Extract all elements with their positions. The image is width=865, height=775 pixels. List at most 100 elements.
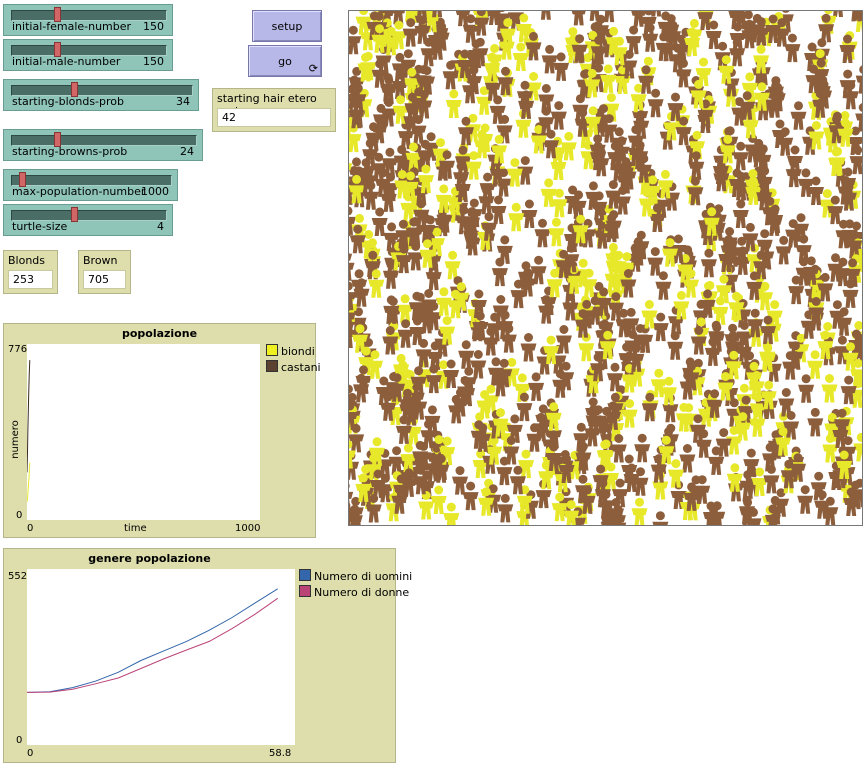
legend-label: biondi	[281, 345, 315, 358]
person-turtle	[610, 434, 627, 463]
slider-knob[interactable]	[18, 172, 26, 187]
person-turtle	[439, 150, 455, 179]
person-turtle	[650, 454, 667, 483]
person-turtle	[638, 65, 655, 94]
plot-title: popolazione	[121, 327, 198, 340]
input-value[interactable]: 42	[217, 108, 331, 127]
person-turtle	[368, 269, 385, 298]
person-turtle	[414, 15, 431, 44]
person-turtle	[751, 467, 768, 496]
person-turtle	[607, 141, 624, 171]
person-turtle	[533, 412, 549, 442]
go-button[interactable]: go ⟳	[248, 45, 322, 77]
person-turtle	[481, 212, 497, 241]
person-turtle	[349, 163, 353, 182]
person-turtle	[827, 253, 844, 282]
person-turtle	[478, 185, 495, 215]
person-turtle	[572, 214, 589, 244]
person-turtle	[545, 402, 562, 431]
person-turtle	[772, 119, 788, 148]
slider-knob[interactable]	[54, 42, 62, 57]
y-max-tick: 776	[8, 344, 28, 355]
person-turtle	[641, 392, 658, 422]
person-turtle	[675, 402, 692, 432]
person-turtle	[393, 145, 410, 174]
legend-donne: Numero di donne	[299, 585, 409, 599]
person-turtle	[355, 473, 372, 502]
person-turtle	[603, 11, 616, 23]
person-turtle	[433, 454, 450, 483]
person-turtle	[367, 350, 383, 379]
slider-starting-browns-prob[interactable]: starting-browns-prob 24	[3, 129, 203, 161]
person-turtle	[548, 217, 565, 247]
person-turtle	[734, 412, 751, 441]
world-canvas[interactable]	[349, 11, 862, 525]
person-turtle	[585, 397, 602, 426]
setup-button[interactable]: setup	[252, 10, 322, 42]
slider-initial-male-number[interactable]: initial-male-number 150	[3, 39, 173, 71]
person-turtle	[553, 52, 570, 81]
starting-hair-etero-prob-input[interactable]: starting hair etero prob 42	[212, 88, 336, 132]
person-turtle	[458, 116, 474, 146]
person-turtle	[397, 319, 414, 348]
y-max-tick: 552	[8, 571, 28, 582]
brown-monitor: Brown 705	[78, 250, 131, 294]
person-turtle	[732, 199, 749, 228]
person-turtle	[492, 295, 509, 324]
person-turtle	[375, 168, 391, 197]
person-turtle	[813, 58, 830, 88]
person-turtle	[380, 392, 397, 421]
setup-button-label: setup	[271, 20, 303, 33]
person-turtle	[506, 414, 523, 443]
person-turtle	[808, 121, 825, 150]
person-turtle	[551, 492, 568, 522]
person-turtle	[458, 340, 475, 369]
turtles	[349, 11, 862, 525]
slider-max-population-number[interactable]: max-population-number 1000	[3, 169, 178, 201]
slider-value: 34	[176, 95, 190, 108]
person-turtle	[455, 11, 471, 27]
slider-knob[interactable]	[53, 132, 61, 147]
person-turtle	[743, 448, 760, 478]
person-turtle	[810, 471, 827, 501]
slider-label: max-population-number	[12, 185, 146, 198]
person-turtle	[760, 315, 776, 345]
person-turtle	[658, 435, 675, 465]
person-turtle	[840, 375, 857, 405]
world-view[interactable]	[348, 10, 863, 526]
slider-track	[11, 175, 172, 186]
slider-value: 150	[143, 55, 164, 68]
slider-knob[interactable]	[54, 7, 62, 22]
person-turtle	[832, 419, 849, 448]
person-turtle	[432, 11, 443, 18]
person-turtle	[591, 191, 608, 220]
person-turtle	[652, 511, 669, 525]
person-turtle	[462, 14, 479, 43]
person-turtle	[640, 11, 657, 35]
person-turtle	[650, 368, 667, 398]
person-turtle	[717, 372, 734, 401]
slider-turtle-size[interactable]: turtle-size 4	[3, 204, 173, 236]
person-turtle	[709, 501, 726, 525]
person-turtle	[593, 147, 610, 177]
person-turtle	[555, 325, 572, 354]
slider-initial-female-number[interactable]: initial-female-number 150	[3, 4, 173, 36]
person-turtle	[517, 80, 533, 110]
person-turtle	[782, 351, 799, 380]
person-turtle	[647, 247, 664, 276]
person-turtle	[803, 256, 820, 285]
person-turtle	[708, 320, 725, 350]
slider-starting-blonds-prob[interactable]: starting-blonds-prob 34	[3, 79, 199, 111]
slider-label: starting-blonds-prob	[12, 95, 124, 108]
person-turtle	[424, 405, 441, 434]
slider-knob[interactable]	[70, 207, 78, 222]
slider-knob[interactable]	[70, 82, 78, 97]
person-turtle	[369, 437, 385, 466]
person-turtle	[550, 151, 567, 180]
person-turtle	[391, 52, 408, 82]
person-turtle	[430, 485, 447, 514]
person-turtle	[443, 359, 460, 388]
person-turtle	[600, 64, 617, 93]
person-turtle	[788, 275, 805, 305]
person-turtle	[395, 219, 412, 249]
